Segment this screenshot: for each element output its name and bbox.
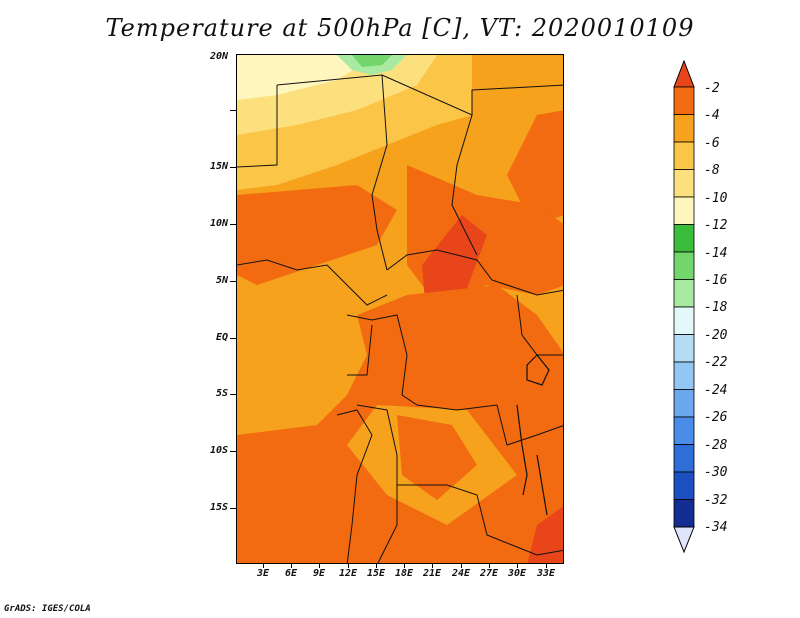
lon-tick xyxy=(319,563,320,568)
lon-label-21e: 21E xyxy=(422,568,442,579)
lat-label-15s: 15S xyxy=(209,502,228,513)
colorbar-label: -20 xyxy=(704,328,728,343)
colorbar-segment xyxy=(673,334,695,363)
lon-tick xyxy=(546,563,547,568)
colorbar-segment xyxy=(673,361,695,390)
colorbar-segment xyxy=(673,169,695,198)
lat-label-eq: EQ xyxy=(215,332,228,343)
lon-tick xyxy=(461,563,462,568)
lon-tick xyxy=(263,563,264,568)
lon-label-12e: 12E xyxy=(338,568,358,579)
lon-label-9e: 9E xyxy=(312,568,326,579)
lon-label-27e: 27E xyxy=(479,568,499,579)
colorbar-segment xyxy=(673,224,695,253)
colorbar-segment xyxy=(673,416,695,445)
colorbar-label: -26 xyxy=(704,410,728,425)
lon-label-3e: 3E xyxy=(256,568,270,579)
lon-label-18e: 18E xyxy=(394,568,414,579)
colorbar-label: -18 xyxy=(704,300,728,315)
colorbar-segment xyxy=(673,444,695,473)
lon-tick xyxy=(376,563,377,568)
lat-label-5s: 5S xyxy=(215,388,228,399)
lat-label-5n: 5N xyxy=(215,275,228,286)
colorbar-label: -34 xyxy=(704,520,728,535)
colorbar-label: -4 xyxy=(704,108,720,123)
colorbar xyxy=(673,60,695,554)
colorbar-segment xyxy=(673,389,695,418)
colorbar-label: -6 xyxy=(704,136,720,151)
lat-tick xyxy=(230,508,236,509)
lat-label-10s: 10S xyxy=(209,445,228,456)
colorbar-segment xyxy=(673,306,695,335)
colorbar-label: -32 xyxy=(704,493,728,508)
colorbar-label: -2 xyxy=(704,81,720,96)
colorbar-label: -10 xyxy=(704,191,728,206)
colorbar-segment xyxy=(673,114,695,143)
lat-tick xyxy=(230,224,236,225)
lon-label-33e: 33E xyxy=(536,568,556,579)
colorbar-label: -14 xyxy=(704,246,728,261)
colorbar-label: -8 xyxy=(704,163,720,178)
colorbar-segment xyxy=(673,499,695,528)
colorbar-top-arrow xyxy=(673,60,695,88)
lat-tick xyxy=(230,167,236,168)
colorbar-bottom-arrow xyxy=(673,526,695,554)
lon-label-15e: 15E xyxy=(366,568,386,579)
lat-tick xyxy=(230,394,236,395)
colorbar-label: -28 xyxy=(704,438,728,453)
colorbar-segment xyxy=(673,141,695,170)
lon-tick xyxy=(517,563,518,568)
temperature-map xyxy=(236,54,564,564)
lon-tick xyxy=(348,563,349,568)
chart-title: Temperature at 500hPa [C], VT: 202001010… xyxy=(105,14,695,42)
colorbar-label: -30 xyxy=(704,465,728,480)
lon-label-30e: 30E xyxy=(507,568,527,579)
colorbar-label: -12 xyxy=(704,218,728,233)
colorbar-label: -24 xyxy=(704,383,728,398)
lon-tick xyxy=(432,563,433,568)
colorbar-label: -16 xyxy=(704,273,728,288)
map-field-svg xyxy=(237,55,563,563)
colorbar-segment xyxy=(673,279,695,308)
colorbar-segment xyxy=(673,471,695,500)
lat-tick xyxy=(230,451,236,452)
colorbar-segment xyxy=(673,196,695,225)
lat-tick xyxy=(230,110,236,111)
lon-tick xyxy=(404,563,405,568)
lat-label-20n: 20N xyxy=(209,51,228,62)
colorbar-label: -22 xyxy=(704,355,728,370)
colorbar-segment xyxy=(673,86,695,115)
lat-label-10n: 10N xyxy=(209,218,228,229)
lon-label-6e: 6E xyxy=(284,568,298,579)
lon-label-24e: 24E xyxy=(451,568,471,579)
lon-tick xyxy=(291,563,292,568)
lat-label-15n: 15N xyxy=(209,161,228,172)
lat-tick xyxy=(230,281,236,282)
credit-text: GrADS: IGES/COLA xyxy=(4,604,91,614)
lon-tick xyxy=(489,563,490,568)
colorbar-segment xyxy=(673,251,695,280)
lat-tick xyxy=(230,338,236,339)
